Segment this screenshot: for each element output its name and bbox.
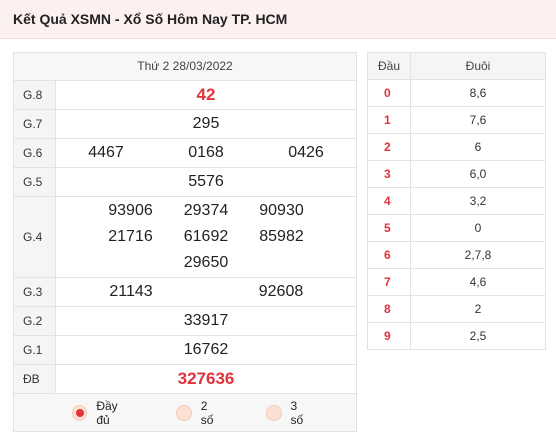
- prize-row: G.2 33917: [14, 307, 356, 336]
- loto-row: 7 4,6: [367, 268, 546, 296]
- loto-head: 8: [367, 295, 411, 323]
- loto-row: 1 7,6: [367, 106, 546, 134]
- radio[interactable]: [176, 404, 192, 421]
- prize-number: 0426: [288, 144, 324, 161]
- option-label: 2 số: [200, 398, 214, 427]
- prize-numbers: 295: [56, 110, 356, 138]
- prize-label: G.6: [14, 139, 56, 167]
- prize-number: 92608: [258, 283, 304, 300]
- option-label: 3 số: [290, 398, 304, 427]
- results-table: Thứ 2 28/03/2022 G.8 42 G.7 295 G.6 4467 0168 0…: [13, 52, 357, 432]
- prize-number: 21716: [108, 228, 153, 245]
- loto-heading: Đầu: [367, 52, 411, 80]
- prize-number: 33917: [183, 312, 229, 329]
- loto-head: 1: [367, 106, 411, 134]
- loto-table: Đầu Đuôi 0 8,6 1 7,6 2 6 3 6,0 4 3,2 5 0 6 2,7,8 7 4,6 8 2 9…: [367, 52, 546, 350]
- loto-head: 9: [367, 322, 411, 350]
- loto-row: 0 8,6: [367, 79, 546, 107]
- loto-header: Đầu Đuôi: [367, 52, 546, 80]
- prize-number: 93906: [108, 202, 153, 219]
- loto-row: 3 6,0: [367, 160, 546, 188]
- radio[interactable]: [266, 404, 282, 421]
- prize-row: G.5 5576: [14, 168, 356, 197]
- prize-row: G.7 295: [14, 110, 356, 139]
- loto-row: 4 3,2: [367, 187, 546, 215]
- loto-tail: 8,6: [410, 79, 546, 107]
- loto-head: 5: [367, 214, 411, 242]
- prize-label: G.2: [14, 307, 56, 335]
- header: Kết Quả XSMN - Xổ Số Hôm Nay TP. HCM: [0, 0, 556, 39]
- prize-number: 4467: [88, 144, 124, 161]
- prize-row: G.3 21143 92608: [14, 278, 356, 307]
- options: Đầy đủ 2 số 3 số: [14, 394, 356, 431]
- prize-number: 29650: [183, 254, 229, 271]
- prize-number: 295: [192, 115, 220, 132]
- prize-row: G.1 16762: [14, 336, 356, 365]
- prize-number: 327636: [177, 369, 235, 388]
- prize-label: G.1: [14, 336, 56, 364]
- prize-number: 85982: [259, 228, 304, 245]
- prize-numbers: 21143 92608: [56, 278, 356, 306]
- prize-label: ĐB: [14, 365, 56, 393]
- prize-numbers: 4467 0168 0426: [56, 139, 356, 167]
- prize-numbers: 33917: [56, 307, 356, 335]
- prize-number: 61692: [183, 228, 229, 245]
- option[interactable]: 2 số: [176, 399, 222, 427]
- date: Thứ 2 28/03/2022: [14, 53, 356, 81]
- prize-row: G.8 42: [14, 81, 356, 110]
- loto-tail: 2,7,8: [410, 241, 546, 269]
- prize-row: G.6 4467 0168 0426: [14, 139, 356, 168]
- prize-row: G.4 93906 29374 90930 21716 61692 85982 29650: [14, 197, 356, 278]
- prize-label: G.3: [14, 278, 56, 306]
- title: Kết Quả XSMN - Xổ Số Hôm Nay TP. HCM: [13, 11, 288, 27]
- prize-numbers: 16762: [56, 336, 356, 364]
- loto-row: 6 2,7,8: [367, 241, 546, 269]
- prize-number: 0168: [188, 144, 224, 161]
- prize-number: 16762: [183, 341, 229, 358]
- loto-head: 2: [367, 133, 411, 161]
- loto-row: 9 2,5: [367, 322, 546, 350]
- prize-label: G.7: [14, 110, 56, 138]
- prize-number: 21143: [109, 283, 153, 300]
- loto-head: 7: [367, 268, 411, 296]
- loto-tail: 6,0: [410, 160, 546, 188]
- loto-tail: 0: [410, 214, 546, 242]
- prize-number: 29374: [183, 202, 229, 219]
- radio[interactable]: [72, 404, 88, 421]
- loto-tail: 3,2: [410, 187, 546, 215]
- loto-tail: 2,5: [410, 322, 546, 350]
- loto-tail: 4,6: [410, 268, 546, 296]
- loto-heading: Đuôi: [410, 52, 546, 80]
- loto-head: 6: [367, 241, 411, 269]
- loto-tail: 2: [410, 295, 546, 323]
- prize-label: G.8: [14, 81, 56, 109]
- loto-tail: 6: [410, 133, 546, 161]
- loto-head: 0: [367, 79, 411, 107]
- prize-number: 90930: [259, 202, 304, 219]
- prize-label: G.4: [14, 197, 56, 277]
- prize-number: 5576: [188, 173, 224, 190]
- prize-numbers: 93906 29374 90930 21716 61692 85982 29650: [56, 197, 356, 277]
- prize-numbers: 5576: [56, 168, 356, 196]
- prize-numbers: 327636: [56, 365, 356, 393]
- prize-number: 42: [196, 85, 216, 104]
- prize-label: G.5: [14, 168, 56, 196]
- option-label: Đầy đủ: [96, 398, 118, 427]
- option[interactable]: Đầy đủ: [72, 399, 132, 427]
- loto-head: 3: [367, 160, 411, 188]
- prize-numbers: 42: [56, 81, 356, 109]
- loto-head: 4: [367, 187, 411, 215]
- option[interactable]: 3 số: [266, 399, 312, 427]
- loto-tail: 7,6: [410, 106, 546, 134]
- prize-row: ĐB 327636: [14, 365, 356, 394]
